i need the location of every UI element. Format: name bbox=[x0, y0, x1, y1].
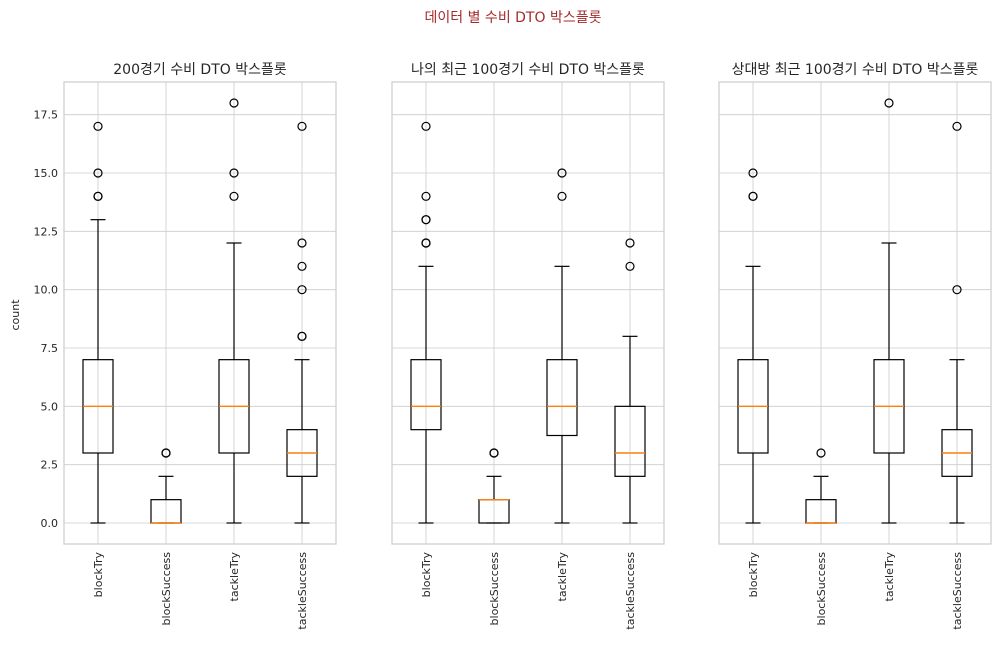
x-tick-label: blockSuccess bbox=[815, 552, 828, 626]
subplot-1: 0.0 2.5 5.0 7.5 10.0 12.5 15.0 17.5 blockTry bloc… bbox=[34, 62, 337, 630]
x-tick-label: blockTry bbox=[92, 552, 105, 598]
outlier-point bbox=[297, 238, 307, 248]
outlier-point bbox=[421, 215, 431, 225]
outlier-point bbox=[489, 448, 499, 458]
subplot-title: 나의 최근 100경기 수비 DTO 박스플롯 bbox=[411, 62, 645, 78]
y-tick-label: 17.5 bbox=[34, 109, 59, 122]
axes-frame bbox=[63, 81, 337, 545]
y-tick-label: 2.5 bbox=[41, 459, 59, 472]
outlier-point bbox=[229, 191, 239, 201]
axes-frame bbox=[391, 81, 665, 545]
subplot-title: 200경기 수비 DTO 박스플롯 bbox=[113, 62, 287, 78]
box-tackleTry bbox=[546, 168, 578, 524]
x-tick-label: blockTry bbox=[420, 552, 433, 598]
outlier-point bbox=[884, 98, 894, 108]
plot-area bbox=[64, 82, 336, 544]
box-blockTry bbox=[737, 168, 769, 524]
x-tick-label: tackleTry bbox=[228, 552, 241, 602]
outlier-point bbox=[297, 121, 307, 131]
outlier-point bbox=[93, 121, 103, 131]
outlier-point bbox=[421, 238, 431, 248]
outlier-point bbox=[816, 448, 826, 458]
y-tick-label: 5.0 bbox=[41, 400, 59, 413]
x-tick-label: blockTry bbox=[747, 552, 760, 598]
outlier-point bbox=[297, 285, 307, 295]
outlier-point bbox=[952, 285, 962, 295]
x-tick-label: blockSuccess bbox=[488, 552, 501, 626]
plot-area bbox=[392, 82, 664, 544]
box-blockTry bbox=[82, 121, 114, 524]
outlier-point bbox=[229, 168, 239, 178]
outlier-point bbox=[297, 331, 307, 341]
box-tackleTry bbox=[218, 98, 250, 524]
y-tick-label: 15.0 bbox=[34, 167, 59, 180]
x-tick-label: tackleTry bbox=[883, 552, 896, 602]
axes-frame bbox=[718, 81, 992, 545]
outlier-point bbox=[297, 261, 307, 271]
subplot-title: 상대방 최근 100경기 수비 DTO 박스플롯 bbox=[732, 62, 979, 78]
outlier-point bbox=[625, 238, 635, 248]
iqr-box bbox=[546, 359, 578, 437]
y-axis-label: count bbox=[9, 299, 22, 331]
outlier-point bbox=[557, 168, 567, 178]
outlier-point bbox=[748, 191, 758, 201]
outlier-point bbox=[229, 98, 239, 108]
box-blockSuccess bbox=[478, 448, 510, 524]
box-blockSuccess bbox=[150, 448, 182, 524]
outlier-point bbox=[952, 121, 962, 131]
box-tackleSuccess bbox=[941, 121, 973, 524]
outlier-point bbox=[557, 191, 567, 201]
box-tackleSuccess bbox=[286, 121, 318, 524]
outlier-point bbox=[93, 191, 103, 201]
box-blockSuccess bbox=[805, 448, 837, 524]
plot-area bbox=[719, 82, 991, 544]
outlier-point bbox=[93, 168, 103, 178]
iqr-box bbox=[410, 359, 442, 431]
outlier-point bbox=[748, 168, 758, 178]
x-tick-label: blockSuccess bbox=[160, 552, 173, 626]
y-tick-label: 10.0 bbox=[34, 284, 59, 297]
outlier-point bbox=[421, 191, 431, 201]
box-blockTry bbox=[410, 121, 442, 524]
figure-suptitle: 데이터 별 수비 DTO 박스플롯 bbox=[425, 10, 602, 26]
subplot-2: blockTry blockSuccess tackleTry tackleSucce… bbox=[391, 62, 665, 630]
x-tick-label: tackleSuccess bbox=[624, 552, 637, 630]
x-tick-label: tackleSuccess bbox=[296, 552, 309, 630]
outlier-point bbox=[161, 448, 171, 458]
iqr-box bbox=[614, 405, 646, 477]
subplot-3: blockTry blockSuccess tackleTry tackleSucce… bbox=[718, 62, 992, 630]
box-tackleSuccess bbox=[614, 238, 646, 524]
y-tick-label: 7.5 bbox=[41, 342, 59, 355]
box-tackleTry bbox=[873, 98, 905, 524]
outlier-point bbox=[625, 261, 635, 271]
x-tick-label: tackleTry bbox=[556, 552, 569, 602]
y-tick-label: 0.0 bbox=[41, 517, 59, 530]
y-tick-label: 12.5 bbox=[34, 225, 59, 238]
outlier-point bbox=[421, 121, 431, 131]
x-tick-label: tackleSuccess bbox=[951, 552, 964, 630]
